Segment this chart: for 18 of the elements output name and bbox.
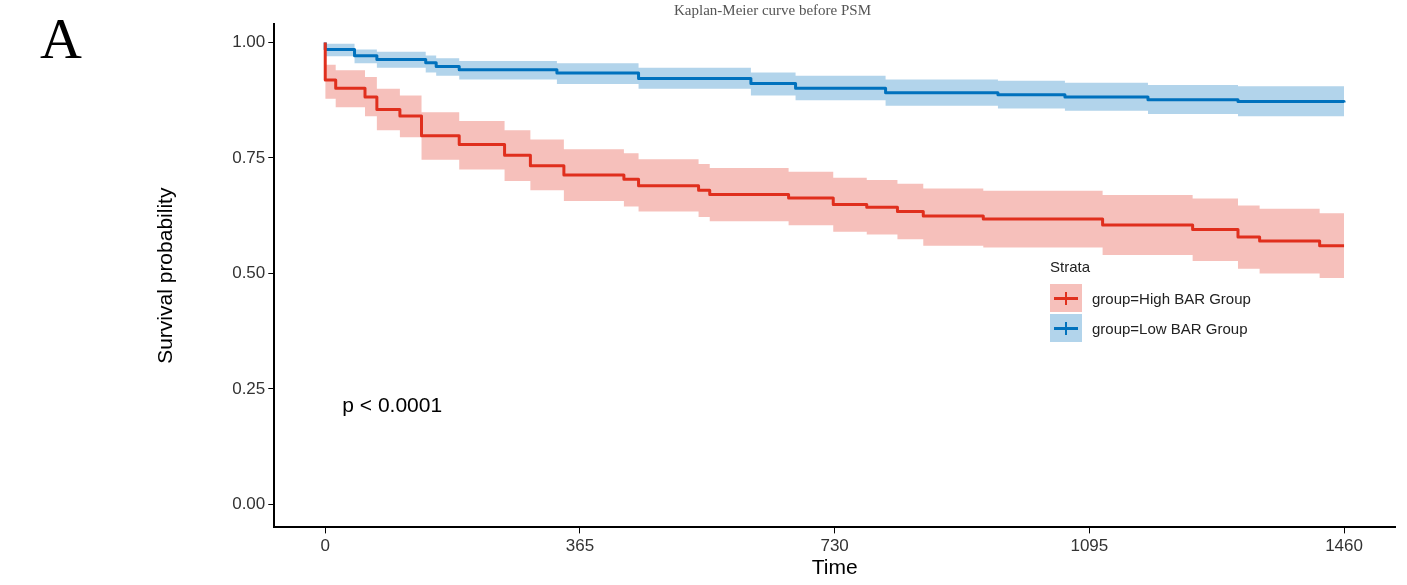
- x-axis-title: Time: [811, 555, 858, 579]
- legend-label: group=Low BAR Group: [1092, 319, 1248, 337]
- y-tick-label: 0.50: [232, 263, 266, 283]
- y-tick-label: 0.25: [232, 378, 266, 398]
- x-tick-label: 730: [820, 536, 849, 556]
- x-tick-label: 1460: [1325, 536, 1363, 556]
- y-tick-label: 0.00: [232, 494, 266, 513]
- legend-title: Strata: [1050, 258, 1092, 275]
- text: A: [40, 6, 82, 72]
- annotation: p < 0.0001: [342, 393, 443, 417]
- y-axis-title: Survival probability: [153, 187, 177, 364]
- chart-title: Kaplan-Meier curve before PSM: [673, 1, 872, 18]
- x-tick-label: 0: [320, 536, 330, 556]
- x-tick-label: 1095: [1070, 536, 1109, 556]
- x-tick-label: 365: [565, 536, 595, 556]
- legend-label: group=High BAR Group: [1092, 289, 1251, 307]
- y-tick-label: 0.75: [232, 147, 266, 167]
- y-tick-label: 1.00: [232, 32, 266, 52]
